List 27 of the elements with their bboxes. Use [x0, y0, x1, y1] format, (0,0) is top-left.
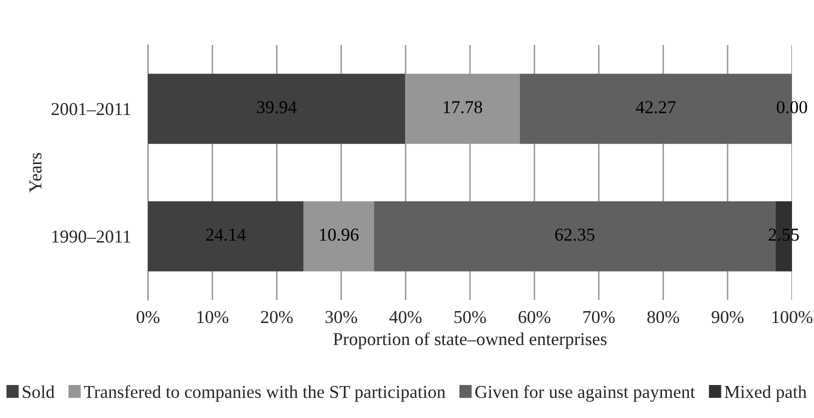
x-tick-label: 10% [197, 310, 228, 324]
y-tick-label: 2001–2011 [52, 103, 130, 116]
legend-label: Sold [22, 385, 55, 398]
y-tick-label: 1990–2011 [52, 230, 130, 243]
x-tick-label: 90% [712, 310, 744, 324]
y-axis-title: Years [30, 153, 42, 192]
x-tick-label: 70% [583, 310, 615, 324]
x-tick-label: 0% [136, 310, 160, 324]
data-label: 17.78 [444, 101, 482, 114]
data-label: 10.96 [320, 228, 359, 241]
legend-label: Given for use against payment [475, 385, 696, 402]
data-label: 39.94 [257, 101, 297, 114]
x-tick-label: 80% [647, 310, 680, 324]
x-tick-label: 100% [772, 310, 812, 324]
bar [148, 201, 304, 272]
x-tick-label: 20% [261, 310, 293, 324]
x-tick-label: 30% [326, 310, 358, 324]
x-tick-label: 40% [389, 310, 422, 324]
x-axis-title: Proportion of state–owned enterprises [333, 332, 606, 349]
data-label: 62.35 [555, 228, 594, 241]
x-tick-label: 60% [518, 310, 550, 324]
legend-label: Mixed path [724, 385, 807, 402]
data-label: 42.27 [636, 101, 676, 114]
legend-label: Transfered to companies with the ST participation [84, 385, 446, 402]
data-label: 24.14 [206, 228, 246, 241]
x-tick-label: 50% [454, 310, 486, 324]
bar [148, 74, 406, 144]
